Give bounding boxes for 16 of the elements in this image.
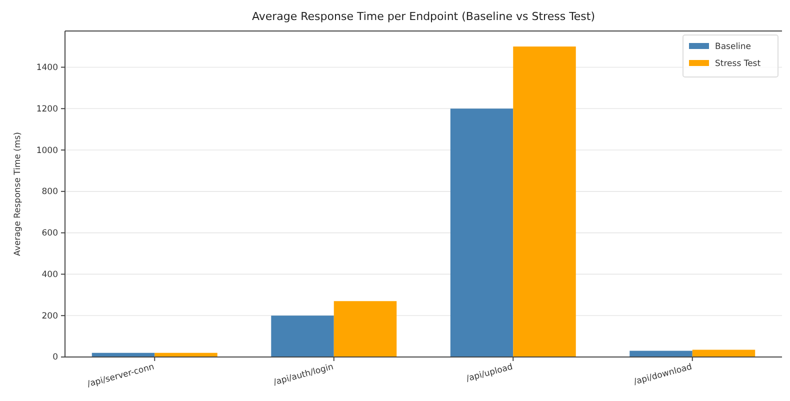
y-tick-label: 1400 — [36, 62, 58, 73]
bar — [450, 108, 514, 357]
y-tick-label: 200 — [42, 311, 58, 322]
y-tick-label: 400 — [42, 270, 58, 280]
y-tick-label: 1000 — [36, 146, 58, 156]
chart-title: Average Response Time per Endpoint (Baseline vs Stress Test) — [252, 10, 596, 23]
bar — [271, 316, 334, 357]
legend-label: Stress Test — [715, 59, 762, 69]
bar — [513, 46, 576, 357]
y-axis-title: Average Response Time (ms) — [13, 132, 23, 256]
y-tick-label: 1200 — [36, 104, 58, 114]
y-tick-label: 600 — [42, 228, 58, 239]
y-tick-label: 0 — [52, 352, 58, 363]
bar — [334, 301, 397, 357]
y-tick-label: 800 — [42, 187, 58, 198]
legend-label: Baseline — [715, 42, 752, 52]
